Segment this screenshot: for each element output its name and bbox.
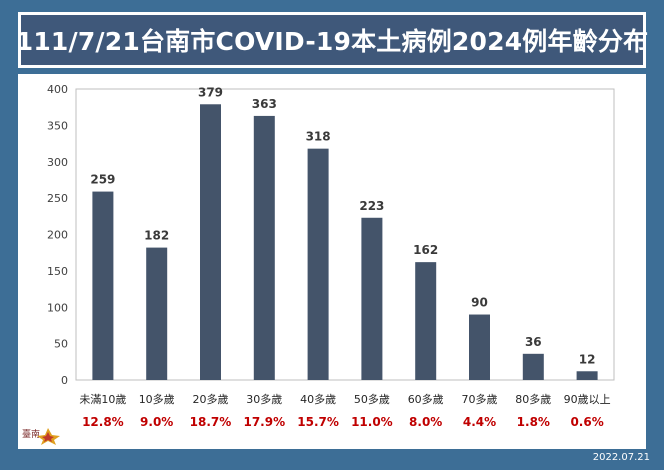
data-label: 12 [579,352,596,366]
percent-label: 18.7% [190,415,232,429]
chart-panel: 0 50 100 150 200 250 300 350 400 259 未滿10歲 12.8% 182… [18,74,646,449]
chart-title: 111/7/21台南市COVID-19本土病例2024例年齡分布 [16,12,648,68]
data-label: 90 [471,296,488,310]
y-tick-label: 0 [61,374,68,387]
bar [576,371,598,380]
bar-chart: 0 50 100 150 200 250 300 350 400 259 未滿10歲 12.8% 182… [47,83,615,429]
x-tick-label: 50多歲 [354,392,390,406]
y-tick-label: 400 [47,83,68,96]
x-tick-label: 90歲以上 [564,392,611,406]
y-tick-label: 200 [47,229,68,242]
bar [415,262,437,380]
bar [253,115,275,381]
percent-label: 8.0% [409,415,442,429]
x-tick-label: 60多歲 [408,392,444,406]
data-label: 162 [413,243,438,257]
percent-label: 15.7% [297,415,339,429]
y-tick-label: 300 [47,156,68,169]
data-label: 363 [252,97,277,111]
percent-label: 0.6% [570,415,603,429]
bar [146,247,168,380]
bar [307,148,329,380]
bar [469,314,490,380]
percent-label: 4.4% [463,415,496,429]
data-label: 182 [144,229,169,243]
y-tick-label: 350 [47,119,68,132]
x-tick-label: 30多歲 [246,392,282,406]
data-label: 379 [198,85,223,99]
data-label: 223 [359,199,384,213]
logo-text: 臺南 [22,428,40,440]
data-label: 259 [90,173,115,187]
bar [361,217,383,380]
x-tick-label: 40多歲 [300,392,336,406]
tainan-logo: 臺南 [22,428,60,445]
bar [92,191,114,380]
x-tick-label: 80多歲 [515,392,551,406]
footer-date: 2022.07.21 [592,452,650,463]
percent-label: 1.8% [517,415,550,429]
percent-label: 9.0% [140,415,173,429]
x-tick-label: 70多歲 [462,392,498,406]
percent-label: 12.8% [82,415,124,429]
y-tick-label: 150 [47,265,68,278]
y-tick-label: 250 [47,192,68,205]
x-tick-label: 10多歲 [139,392,175,406]
percent-label: 11.0% [351,415,393,429]
data-label: 318 [306,130,331,144]
percent-label: 17.9% [243,415,285,429]
x-tick-label: 未滿10歲 [79,392,126,406]
plot-area-frame [75,88,615,381]
data-label: 36 [525,335,542,349]
bar [200,104,221,380]
y-tick-label: 50 [54,338,68,351]
bar [522,353,544,380]
x-tick-label: 20多歲 [193,392,229,406]
y-tick-label: 100 [47,301,68,314]
